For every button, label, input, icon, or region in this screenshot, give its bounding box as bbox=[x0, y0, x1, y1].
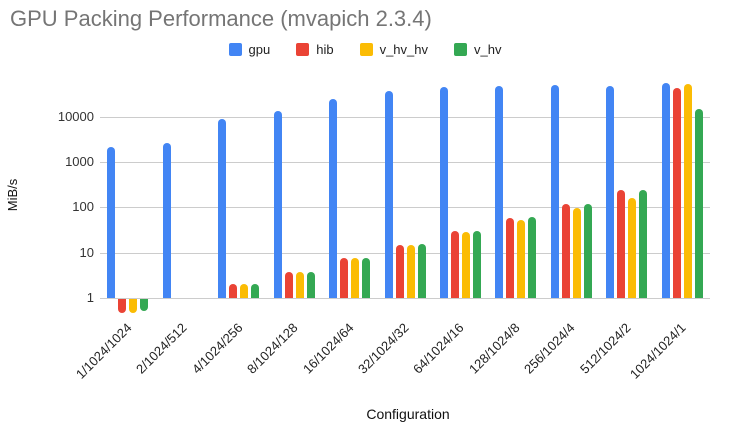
bar-v_hv_hv-1/1024/1024 bbox=[129, 299, 138, 313]
bar-v_hv-8/1024/128 bbox=[306, 271, 315, 298]
bar-v_hv-32/1024/32 bbox=[417, 244, 426, 298]
legend: gpu hib v_hv_hv v_hv bbox=[0, 42, 730, 57]
legend-swatch-v_hv bbox=[454, 43, 467, 56]
legend-item-hib: hib bbox=[296, 42, 334, 57]
bar-v_hv_hv-64/1024/16 bbox=[461, 232, 470, 298]
legend-item-v_hv: v_hv bbox=[454, 42, 501, 57]
gridline-1000 bbox=[100, 162, 710, 164]
bar-hib-4/1024/256 bbox=[229, 284, 238, 298]
bar-gpu-512/1024/2 bbox=[606, 86, 615, 298]
y-tick-label-100: 100 bbox=[72, 199, 94, 215]
bar-gpu-1/1024/1024 bbox=[107, 146, 116, 298]
bar-gpu-256/1024/4 bbox=[550, 84, 559, 298]
bar-v_hv_hv-4/1024/256 bbox=[240, 284, 249, 298]
bar-v_hv_hv-8/1024/128 bbox=[295, 272, 304, 298]
y-tick-label-1000: 1000 bbox=[65, 154, 94, 170]
gridline-10 bbox=[100, 252, 710, 254]
legend-swatch-v_hv_hv bbox=[359, 43, 373, 56]
bar-v_hv-64/1024/16 bbox=[472, 231, 481, 298]
bar-hib-256/1024/4 bbox=[561, 203, 570, 298]
bar-v_hv_hv-32/1024/32 bbox=[406, 245, 415, 298]
bar-hib-512/1024/2 bbox=[617, 189, 626, 298]
bar-v_hv-256/1024/4 bbox=[583, 203, 592, 298]
bar-gpu-2/1024/512 bbox=[162, 142, 171, 298]
bar-hib-1/1024/1024 bbox=[118, 299, 127, 313]
bar-gpu-1024/1024/1 bbox=[661, 83, 670, 298]
bar-gpu-4/1024/256 bbox=[218, 119, 227, 298]
bar-hib-128/1024/8 bbox=[506, 217, 515, 298]
y-tick-label-10: 10 bbox=[79, 244, 94, 260]
bar-hib-8/1024/128 bbox=[284, 271, 293, 298]
bar-hib-1024/1024/1 bbox=[672, 87, 681, 298]
legend-item-v_hv_hv: v_hv_hv bbox=[359, 42, 428, 57]
bar-v_hv_hv-512/1024/2 bbox=[628, 197, 637, 298]
legend-item-gpu: gpu bbox=[228, 42, 271, 57]
legend-label-gpu: gpu bbox=[248, 42, 271, 57]
y-axis-title: MiB/s bbox=[5, 178, 20, 212]
y-tick-label-10000: 10000 bbox=[57, 108, 94, 124]
legend-label-v_hv: v_hv bbox=[474, 42, 502, 57]
bar-v_hv-512/1024/2 bbox=[639, 190, 648, 298]
bar-v_hv_hv-256/1024/4 bbox=[572, 207, 581, 298]
bar-gpu-8/1024/128 bbox=[273, 110, 282, 298]
bar-v_hv-1024/1024/1 bbox=[694, 109, 703, 298]
gridline-100 bbox=[100, 207, 710, 209]
x-axis-title: Configuration bbox=[366, 406, 450, 422]
gridline-10000 bbox=[100, 116, 710, 118]
legend-swatch-gpu bbox=[228, 43, 242, 56]
bar-v_hv_hv-128/1024/8 bbox=[517, 220, 526, 298]
bar-hib-64/1024/16 bbox=[450, 231, 459, 298]
bar-v_hv-1/1024/1024 bbox=[140, 299, 149, 311]
bar-v_hv-16/1024/64 bbox=[362, 257, 371, 298]
bar-gpu-64/1024/16 bbox=[439, 86, 448, 298]
bar-gpu-16/1024/64 bbox=[329, 98, 338, 298]
bar-v_hv_hv-1024/1024/1 bbox=[683, 84, 692, 298]
bar-v_hv-128/1024/8 bbox=[528, 217, 537, 298]
bar-gpu-32/1024/32 bbox=[384, 90, 393, 298]
bar-hib-32/1024/32 bbox=[395, 244, 404, 298]
bar-v_hv-4/1024/256 bbox=[251, 284, 260, 298]
bar-hib-16/1024/64 bbox=[340, 257, 349, 298]
chart-title: GPU Packing Performance (mvapich 2.3.4) bbox=[10, 6, 432, 31]
gridline-1 bbox=[100, 298, 710, 299]
legend-label-hib: hib bbox=[316, 42, 334, 57]
plot-area bbox=[100, 75, 710, 313]
bar-v_hv_hv-16/1024/64 bbox=[351, 258, 360, 298]
bar-gpu-128/1024/8 bbox=[495, 85, 504, 298]
legend-label-v_hv_hv: v_hv_hv bbox=[379, 42, 428, 57]
legend-swatch-hib bbox=[296, 43, 310, 56]
y-tick-label-1: 1 bbox=[86, 290, 94, 305]
